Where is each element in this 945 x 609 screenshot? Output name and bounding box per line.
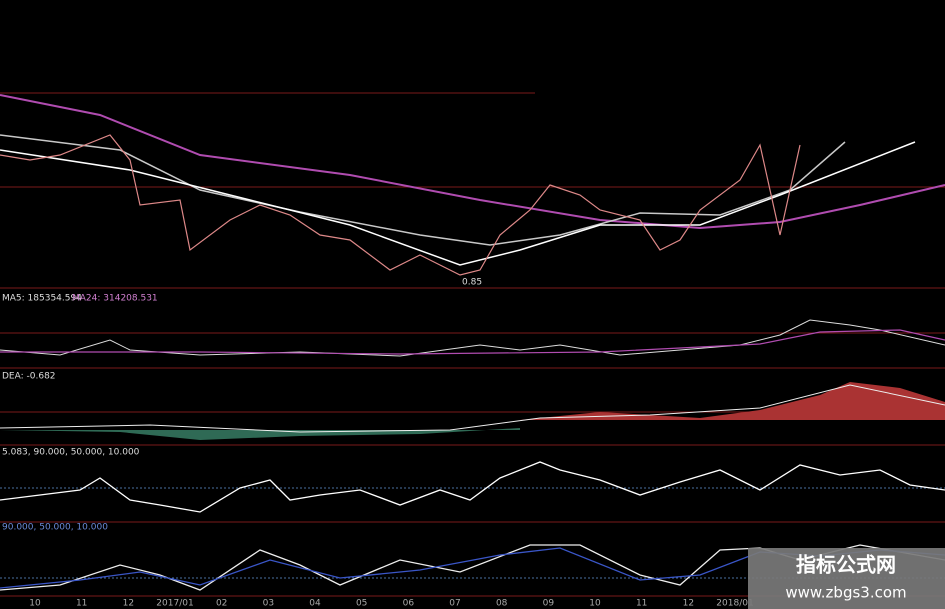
- x-tick-label: 04: [309, 599, 321, 609]
- volume-line: [0, 319, 945, 357]
- price-candles: [0, 134, 801, 276]
- x-tick-label: 05: [356, 599, 367, 609]
- panel-label: MA24: 314208.531: [72, 294, 158, 304]
- panel-label: 90.000, 50.000, 10.000: [2, 523, 108, 533]
- x-tick-label: 09: [543, 599, 555, 609]
- watermark-box: [748, 548, 945, 609]
- x-tick-label: 11: [636, 599, 647, 609]
- macd-positive: [520, 382, 945, 420]
- x-tick-label: 07: [449, 599, 460, 609]
- x-axis: 10 11 12 2017/01 02 03 04 05 06 07 08 09 10 11 12 2018/…: [29, 599, 753, 609]
- moving-average-mid: [0, 134, 846, 246]
- x-tick-label: 2017/01: [156, 599, 193, 609]
- moving-average-short: [0, 141, 916, 266]
- oscillator-line: [0, 461, 945, 513]
- x-tick-label: 10: [589, 599, 601, 609]
- x-tick-label: 08: [496, 599, 508, 609]
- x-tick-label: 11: [76, 599, 87, 609]
- low-label: 0.85: [462, 278, 482, 288]
- x-tick-label: 2018/01: [716, 599, 753, 609]
- x-tick-label: 12: [123, 599, 134, 609]
- x-tick-label: 12: [683, 599, 694, 609]
- macd-line: [0, 384, 945, 433]
- x-tick-label: 03: [263, 599, 274, 609]
- volume-average: [0, 329, 945, 355]
- watermark-title: 指标公式网: [796, 553, 896, 577]
- x-tick-label: 10: [29, 599, 41, 609]
- x-tick-label: 06: [403, 599, 415, 609]
- panel-label: 5.083, 90.000, 50.000, 10.000: [2, 448, 140, 458]
- x-tick-label: 02: [216, 599, 227, 609]
- moving-average-long: [0, 94, 945, 230]
- panel-label: DEA: -0.682: [2, 372, 56, 382]
- watermark-url: www.zbgs3.com: [785, 584, 906, 602]
- panel-label: MA5: 185354.594: [2, 294, 82, 304]
